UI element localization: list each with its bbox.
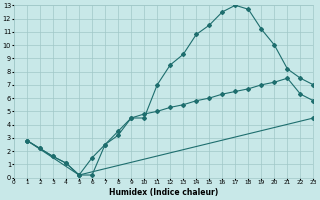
X-axis label: Humidex (Indice chaleur): Humidex (Indice chaleur) <box>109 188 218 197</box>
